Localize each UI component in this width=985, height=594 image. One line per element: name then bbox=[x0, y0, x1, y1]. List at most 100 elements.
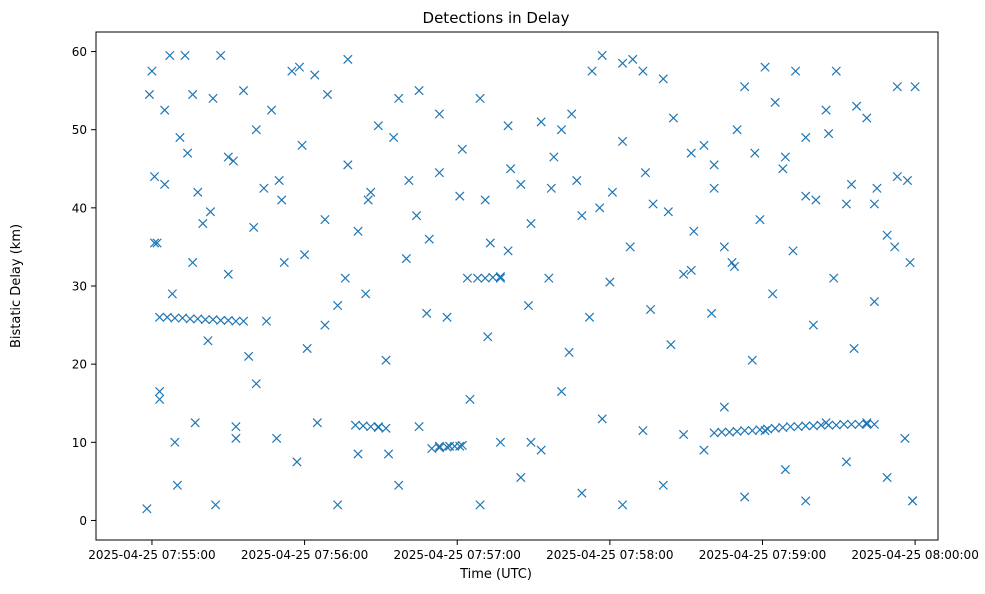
data-point-marker bbox=[170, 313, 180, 323]
data-point-marker bbox=[678, 269, 689, 279]
data-point-marker bbox=[198, 218, 208, 229]
data-point-marker bbox=[747, 425, 757, 436]
data-point-marker bbox=[363, 195, 373, 205]
data-point-marker bbox=[483, 332, 493, 342]
data-point-marker bbox=[709, 160, 719, 170]
data-point-marker bbox=[259, 183, 269, 193]
data-point-marker bbox=[506, 164, 516, 174]
data-point-marker bbox=[277, 195, 287, 205]
data-point-marker bbox=[831, 420, 841, 430]
data-point-marker bbox=[383, 449, 394, 459]
data-point-marker bbox=[648, 199, 658, 209]
x-axis: 2025-04-25 07:55:00 2025-04-25 07:56:00 20… bbox=[88, 540, 979, 562]
data-point-marker bbox=[160, 105, 170, 115]
data-point-marker bbox=[816, 420, 826, 430]
data-point-marker bbox=[177, 313, 188, 323]
data-point-marker bbox=[617, 58, 628, 68]
data-point-marker bbox=[170, 437, 180, 447]
data-point-marker bbox=[172, 480, 183, 490]
y-tick-label: 10 bbox=[72, 436, 87, 450]
data-point-marker bbox=[564, 347, 574, 358]
data-point-marker bbox=[709, 428, 719, 438]
data-point-marker bbox=[717, 427, 727, 437]
data-point-marker bbox=[216, 50, 226, 61]
data-point-marker bbox=[149, 238, 160, 248]
chart-title: Detections in Delay bbox=[423, 9, 570, 27]
data-point-marker bbox=[495, 271, 506, 282]
data-point-marker bbox=[231, 433, 241, 444]
y-tick-label: 60 bbox=[72, 45, 87, 59]
data-point-marker bbox=[732, 426, 742, 436]
data-point-marker bbox=[668, 113, 679, 123]
data-point-marker bbox=[414, 85, 424, 96]
data-point-marker bbox=[768, 289, 778, 299]
data-point-marker bbox=[607, 187, 618, 197]
data-point-marker bbox=[801, 421, 811, 431]
data-point-marker bbox=[154, 386, 165, 397]
data-point-marker bbox=[488, 272, 498, 283]
data-point-marker bbox=[846, 179, 857, 190]
x-tick-label: 2025-04-25 08:00:00 bbox=[851, 548, 978, 562]
data-point-marker bbox=[740, 82, 750, 92]
data-point-marker bbox=[663, 207, 673, 217]
data-point-marker bbox=[373, 422, 383, 433]
data-point-marker bbox=[152, 238, 162, 248]
data-point-marker bbox=[686, 265, 696, 275]
data-point-marker bbox=[427, 443, 437, 454]
markers-layer bbox=[142, 50, 920, 514]
data-point-marker bbox=[760, 425, 770, 436]
data-point-marker bbox=[366, 187, 376, 197]
data-point-marker bbox=[244, 351, 254, 361]
data-point-marker bbox=[597, 414, 607, 424]
data-point-marker bbox=[638, 66, 648, 76]
data-point-marker bbox=[778, 164, 788, 174]
data-point-marker bbox=[200, 314, 211, 325]
data-point-marker bbox=[628, 54, 638, 64]
data-point-marker bbox=[434, 441, 445, 451]
data-point-marker bbox=[709, 183, 719, 193]
data-point-marker bbox=[457, 440, 467, 451]
data-point-marker bbox=[238, 85, 249, 96]
x-tick-label: 2025-04-25 07:56:00 bbox=[241, 548, 368, 562]
data-point-marker bbox=[394, 93, 404, 104]
data-point-marker bbox=[666, 339, 676, 350]
data-point-marker bbox=[910, 82, 920, 92]
data-point-marker bbox=[249, 222, 259, 233]
data-point-marker bbox=[801, 132, 811, 143]
data-point-marker bbox=[740, 492, 750, 502]
data-point-marker bbox=[584, 312, 595, 322]
data-point-marker bbox=[658, 74, 668, 84]
data-point-marker bbox=[869, 297, 880, 307]
data-point-marker bbox=[297, 140, 307, 150]
data-point-marker bbox=[310, 70, 320, 80]
data-point-marker bbox=[455, 191, 465, 201]
data-point-marker bbox=[274, 175, 284, 186]
data-point-marker bbox=[190, 418, 200, 428]
data-point-marker bbox=[567, 109, 577, 119]
data-point-marker bbox=[640, 168, 651, 178]
data-point-marker bbox=[188, 89, 198, 100]
data-point-marker bbox=[279, 257, 289, 268]
data-point-marker bbox=[892, 171, 902, 182]
y-tick-label: 20 bbox=[72, 358, 87, 372]
data-point-marker bbox=[485, 238, 495, 248]
data-point-marker bbox=[821, 105, 831, 115]
data-point-marker bbox=[162, 312, 172, 322]
data-point-marker bbox=[727, 257, 737, 268]
data-point-marker bbox=[699, 140, 709, 150]
data-point-marker bbox=[788, 246, 798, 256]
data-point-marker bbox=[193, 187, 203, 197]
data-point-marker bbox=[381, 423, 391, 433]
data-point-marker bbox=[320, 214, 330, 225]
data-point-marker bbox=[536, 117, 546, 127]
data-point-marker bbox=[536, 445, 546, 455]
data-point-marker bbox=[801, 496, 811, 506]
data-point-marker bbox=[333, 500, 343, 510]
x-tick-label: 2025-04-25 07:55:00 bbox=[88, 548, 215, 562]
data-point-marker bbox=[193, 314, 203, 324]
data-point-marker bbox=[724, 427, 735, 437]
data-point-marker bbox=[167, 289, 177, 299]
data-point-marker bbox=[480, 273, 490, 283]
data-point-marker bbox=[223, 269, 233, 279]
